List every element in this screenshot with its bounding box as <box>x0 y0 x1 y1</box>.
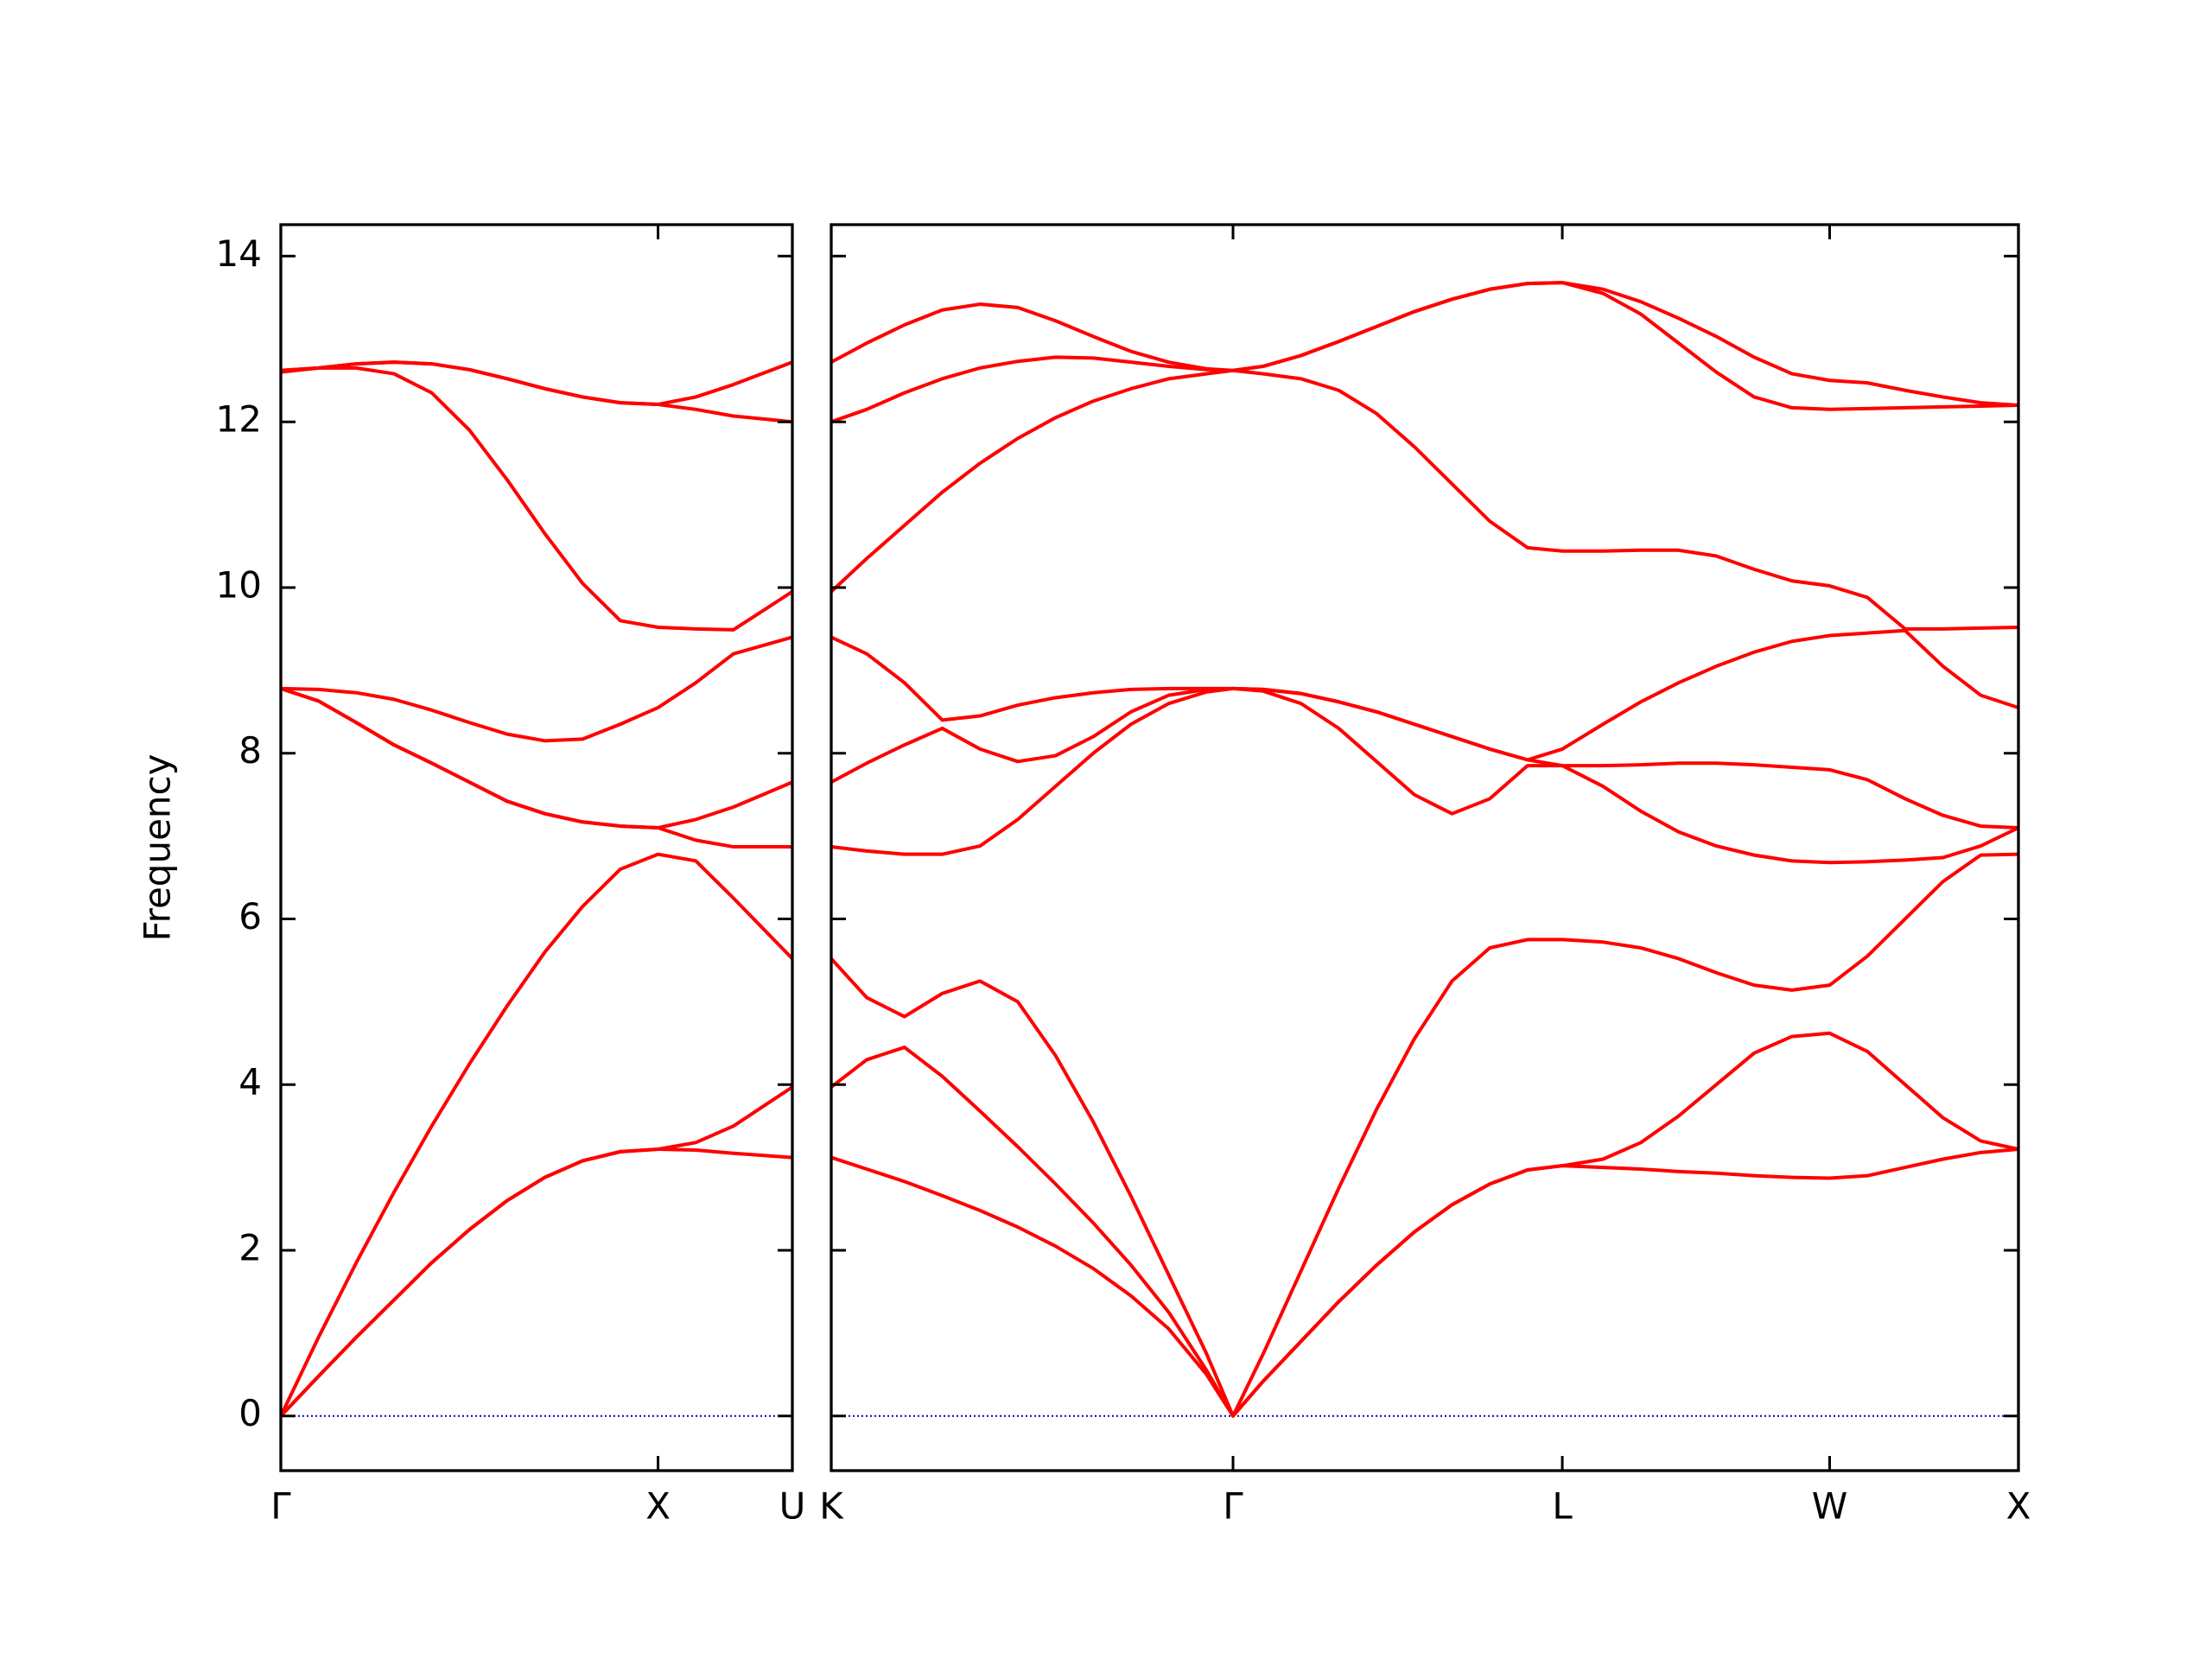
x-tick-label: Γ <box>270 1485 291 1528</box>
y-tick-label: 8 <box>238 729 262 772</box>
x-tick-label: U <box>779 1485 806 1528</box>
band-line <box>830 852 2019 1418</box>
x-tick-label: X <box>2006 1485 2031 1528</box>
x-tick-label: L <box>1552 1485 1573 1528</box>
y-tick-label: 12 <box>216 398 262 441</box>
band-line <box>830 368 2019 631</box>
band-line <box>280 360 793 407</box>
y-tick-label: 6 <box>238 895 262 938</box>
x-tick-label: Γ <box>1223 1485 1243 1528</box>
band-line <box>280 365 794 632</box>
y-tick-label: 14 <box>216 232 262 275</box>
y-tick-label: 0 <box>238 1392 262 1434</box>
band-line <box>280 635 793 743</box>
y-tick-label: 2 <box>238 1226 262 1268</box>
y-axis-label: Frequency <box>137 754 179 942</box>
y-tick-label: 10 <box>216 563 262 606</box>
band-line <box>830 281 2019 408</box>
band-line <box>280 687 793 830</box>
x-tick-label: K <box>819 1485 844 1528</box>
plot-frame <box>830 223 2020 1472</box>
plot-frame <box>279 223 794 1472</box>
band-line <box>830 1031 2019 1418</box>
y-tick-label: 4 <box>238 1061 262 1103</box>
band-line <box>830 686 2019 865</box>
x-tick-label: W <box>1812 1485 1848 1528</box>
band-line <box>830 628 2019 762</box>
band-line <box>279 1085 794 1418</box>
x-tick-label: X <box>645 1485 671 1528</box>
band-line <box>279 852 794 1417</box>
